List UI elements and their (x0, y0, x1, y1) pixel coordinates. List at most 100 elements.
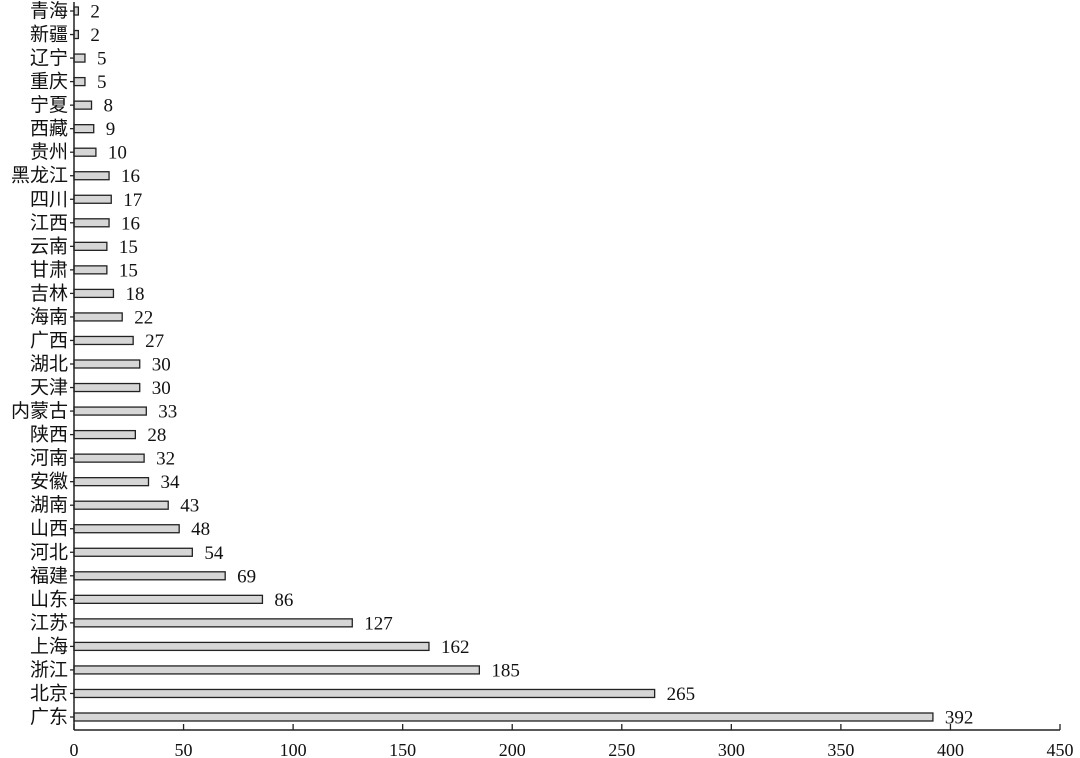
bar (73, 359, 141, 369)
bar (73, 641, 430, 652)
bar (73, 406, 147, 416)
category-label: 湖南 (30, 494, 68, 516)
category-label: 重庆 (30, 71, 68, 93)
bar (73, 712, 934, 722)
category-label: 甘肃 (30, 259, 68, 281)
value-label: 32 (156, 449, 175, 470)
category-label: 山东 (30, 588, 68, 610)
value-label: 9 (106, 119, 116, 140)
x-tick-label: 100 (280, 740, 307, 758)
value-label: 28 (147, 425, 166, 446)
value-label: 2 (90, 25, 100, 46)
value-label: 2 (90, 2, 100, 23)
x-tick-label: 300 (718, 740, 745, 758)
bar (73, 53, 86, 63)
category-label: 安徽 (30, 471, 68, 493)
category-label: 江西 (30, 212, 68, 234)
bar (73, 524, 180, 534)
category-label: 贵州 (30, 141, 68, 163)
x-tick-label: 350 (827, 740, 854, 758)
category-label: 浙江 (30, 659, 68, 681)
bar (73, 147, 97, 157)
value-label: 162 (441, 637, 470, 658)
bar (73, 218, 110, 228)
value-label: 8 (104, 96, 114, 117)
category-label: 海南 (30, 306, 68, 328)
value-label: 5 (97, 49, 107, 70)
value-label: 48 (191, 519, 210, 540)
value-label: 34 (160, 472, 180, 493)
category-label: 北京 (30, 682, 68, 704)
bar (73, 618, 353, 628)
value-label: 16 (121, 166, 140, 187)
x-tick-label: 400 (937, 740, 964, 758)
category-label: 辽宁 (30, 47, 68, 69)
bar (73, 688, 656, 699)
category-label: 黑龙江 (11, 165, 68, 187)
category-label: 新疆 (30, 24, 68, 46)
x-tick-label: 150 (389, 740, 416, 758)
value-label: 265 (667, 684, 696, 705)
bar (73, 665, 481, 675)
value-label: 18 (125, 284, 144, 305)
bar (73, 241, 108, 251)
category-label: 云南 (30, 235, 68, 257)
value-label: 15 (119, 237, 138, 258)
category-label: 江苏 (30, 612, 68, 634)
bar (73, 194, 112, 204)
bar (73, 382, 141, 393)
bar (73, 453, 145, 463)
bar (73, 571, 226, 581)
category-label: 宁夏 (30, 94, 68, 116)
value-label: 127 (364, 613, 393, 634)
bar (73, 429, 137, 440)
bar (73, 265, 108, 275)
x-tick-label: 0 (70, 740, 79, 758)
category-label: 福建 (30, 565, 68, 587)
value-label: 27 (145, 331, 164, 352)
bar (73, 124, 95, 134)
category-label: 广西 (30, 329, 68, 351)
bar (73, 76, 86, 87)
category-label: 上海 (30, 635, 68, 657)
x-tick-label: 200 (499, 740, 526, 758)
bar (73, 171, 110, 181)
value-label: 69 (237, 566, 256, 587)
value-label: 54 (204, 543, 224, 564)
value-label: 5 (97, 72, 107, 93)
category-label: 湖北 (30, 353, 68, 375)
bar (73, 594, 264, 604)
bar (73, 100, 93, 110)
bar (73, 547, 193, 557)
category-label: 青海 (30, 0, 68, 22)
value-label: 33 (158, 402, 177, 423)
category-label: 河北 (30, 541, 68, 563)
bars-layer (73, 6, 934, 722)
bar (73, 288, 115, 299)
category-label: 天津 (30, 377, 68, 399)
x-tick-label: 250 (608, 740, 635, 758)
bar (73, 477, 150, 487)
value-label: 43 (180, 496, 199, 517)
value-label: 22 (134, 307, 153, 328)
category-label: 四川 (30, 188, 68, 210)
x-tick-label: 450 (1047, 740, 1074, 758)
category-label: 吉林 (30, 282, 68, 304)
value-label: 16 (121, 213, 140, 234)
value-label: 392 (945, 708, 974, 729)
value-label: 30 (152, 355, 171, 376)
bar (73, 500, 169, 510)
category-label: 西藏 (30, 118, 68, 140)
value-label: 17 (123, 190, 142, 211)
category-label: 内蒙古 (11, 400, 68, 422)
x-tick-label: 50 (175, 740, 193, 758)
value-label: 30 (152, 378, 171, 399)
category-label: 河南 (30, 447, 68, 469)
value-label: 185 (491, 660, 520, 681)
category-label: 陕西 (30, 424, 68, 446)
category-label: 山西 (30, 518, 68, 540)
category-label: 广东 (30, 706, 68, 728)
